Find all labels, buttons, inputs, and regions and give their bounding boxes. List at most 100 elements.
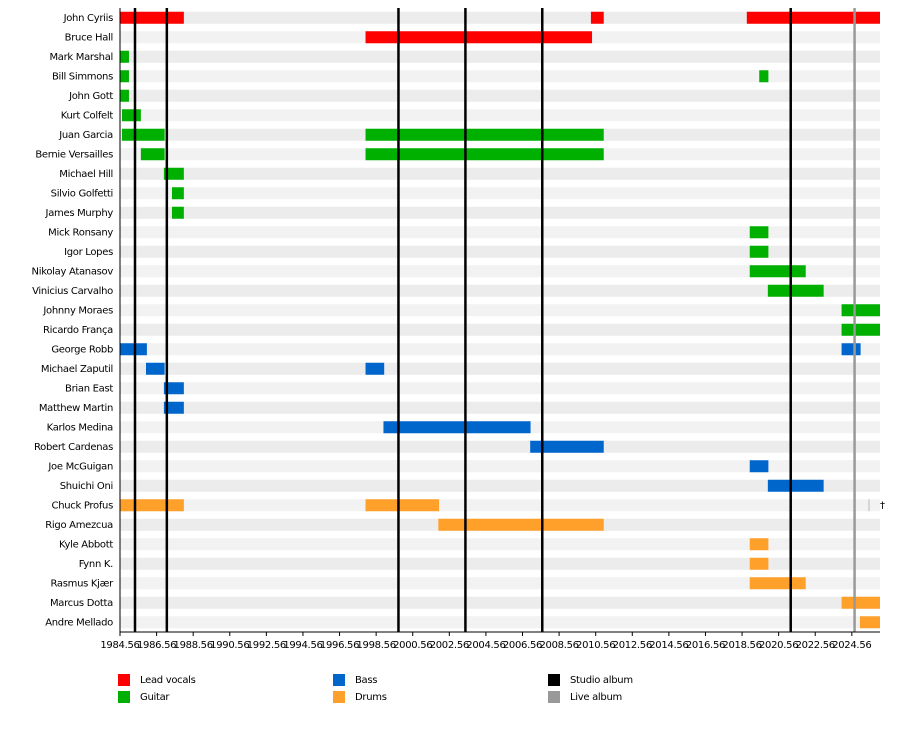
row-stripe [120, 167, 880, 180]
member-name: George Robb [51, 344, 113, 355]
tenure-bar [749, 538, 769, 551]
row-stripe [120, 596, 880, 609]
row-stripe [120, 538, 880, 551]
tenure-bar [746, 11, 880, 24]
tenure-bar [530, 440, 604, 453]
member-name: Michael Zaputil [41, 364, 113, 375]
row-stripe [120, 557, 880, 570]
x-tick-label: 2020.56 [759, 640, 798, 651]
tenure-bar [120, 499, 184, 512]
tenure-bar [749, 460, 769, 473]
row-stripe [120, 265, 880, 278]
tenure-bar [383, 421, 531, 434]
tenure-bar [140, 148, 165, 161]
tenure-bar [590, 11, 604, 24]
tenure-bar [749, 226, 769, 239]
legend-label: Studio album [570, 675, 633, 686]
row-stripe [120, 499, 880, 512]
member-name: Silvio Golfetti [51, 188, 113, 199]
x-tick-label: 2008.56 [539, 640, 578, 651]
row-stripe [120, 50, 880, 63]
member-name: Bernie Versailles [35, 149, 113, 160]
x-tick-label: 2018.56 [722, 640, 761, 651]
row-stripe [120, 460, 880, 473]
row-stripe [120, 89, 880, 102]
x-tick-label: 2024.56 [832, 640, 871, 651]
tenure-bar [145, 362, 165, 375]
row-stripe [120, 206, 880, 219]
member-name: Rigo Amezcua [45, 520, 113, 531]
row-stripe [120, 70, 880, 83]
member-name: Kurt Colfelt [61, 110, 114, 121]
row-stripe [120, 304, 880, 317]
tenure-bar [749, 577, 806, 590]
tenure-bar [767, 284, 824, 297]
row-stripe [120, 382, 880, 395]
member-name: Andre Mellado [45, 617, 113, 628]
row-stripe [120, 362, 880, 375]
row-stripe [120, 284, 880, 297]
row-stripe [120, 577, 880, 590]
member-name: Bill Simmons [52, 71, 113, 82]
member-name: Mark Marshal [49, 52, 113, 63]
tenure-bar [749, 265, 806, 278]
x-tick-label: 2004.56 [466, 640, 505, 651]
member-name: Matthew Martin [39, 403, 113, 414]
member-note: † [880, 500, 885, 511]
legend-swatch [118, 674, 130, 686]
member-name: Mick Ronsany [48, 227, 113, 238]
member-name: Fynn K. [79, 559, 113, 570]
member-name: Bruce Hall [65, 32, 113, 43]
member-name: Ricardo França [43, 325, 113, 336]
tenure-bar [120, 70, 129, 83]
row-stripe [120, 323, 880, 336]
row-stripe [120, 109, 880, 122]
member-name: John Cyriis [63, 13, 113, 24]
x-tick-label: 1984.56 [100, 640, 139, 651]
legend-label: Lead vocals [140, 675, 196, 686]
member-name: Joe McGuigan [47, 461, 113, 472]
tenure-bar [365, 31, 593, 44]
tenure-bar [171, 187, 184, 200]
x-tick-label: 2010.56 [576, 640, 615, 651]
tenure-bar [749, 557, 769, 570]
tenure-bar [767, 479, 824, 492]
member-name: Chuck Profus [52, 500, 114, 511]
row-stripe [120, 187, 880, 200]
row-stripe [120, 479, 880, 492]
member-name: Karlos Medina [47, 422, 114, 433]
tenure-bar [163, 382, 184, 395]
tenure-bar [365, 128, 604, 141]
x-tick-label: 1994.56 [283, 640, 322, 651]
member-name: Marcus Dotta [50, 598, 113, 609]
legend-swatch [333, 674, 345, 686]
x-tick-label: 2006.56 [503, 640, 542, 651]
x-tick-label: 1992.56 [247, 640, 286, 651]
tenure-bar [120, 343, 147, 356]
tenure-bar [120, 50, 129, 63]
x-tick-label: 2002.56 [430, 640, 469, 651]
member-name: Michael Hill [59, 169, 113, 180]
x-tick-label: 2000.56 [393, 640, 432, 651]
tenure-bar [749, 245, 769, 258]
member-name: Rasmus Kjær [50, 578, 114, 589]
tenure-bar [759, 70, 769, 83]
member-name: Nikolay Atanasov [32, 266, 114, 277]
tenure-bar [438, 518, 604, 531]
tenure-bar [841, 304, 880, 317]
x-tick-label: 2014.56 [649, 640, 688, 651]
x-tick-label: 1990.56 [210, 640, 249, 651]
row-stripe [120, 343, 880, 356]
x-tick-label: 1986.56 [137, 640, 176, 651]
legend-swatch [333, 691, 345, 703]
row-stripe [120, 245, 880, 258]
member-name: John Gott [68, 91, 113, 102]
tenure-bar [120, 89, 129, 102]
tenure-bar [841, 596, 880, 609]
tenure-bar [365, 499, 440, 512]
member-name: Kyle Abbott [59, 539, 113, 550]
row-stripe [120, 440, 880, 453]
legend-label: Bass [355, 675, 377, 686]
